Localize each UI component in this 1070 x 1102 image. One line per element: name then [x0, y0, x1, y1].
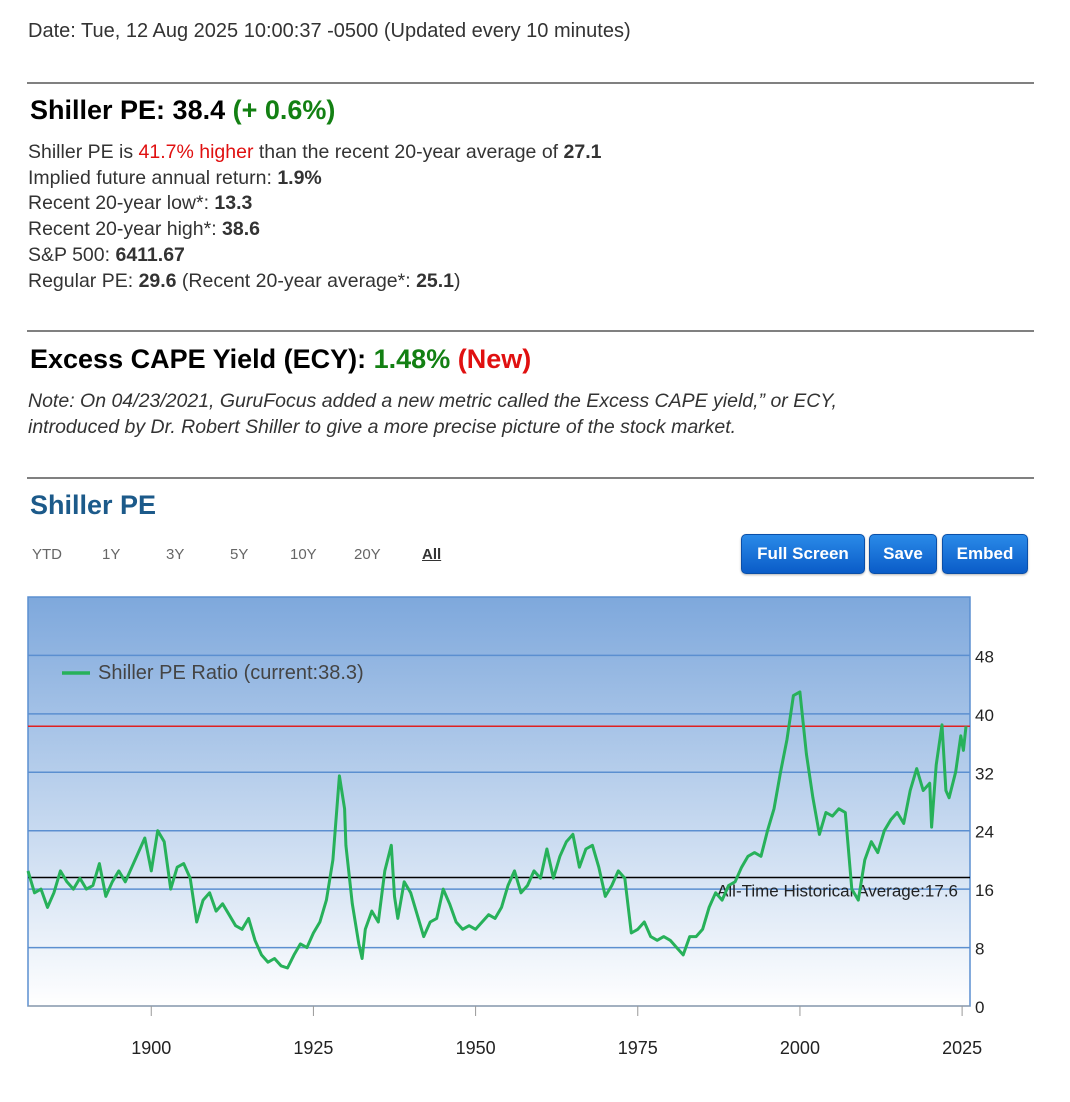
twenty-year-average: 27.1	[563, 141, 602, 163]
full-screen-button[interactable]: Full Screen	[741, 534, 865, 574]
section-divider	[27, 330, 1034, 332]
average-label: All-Time Historical Average:17.6	[717, 881, 958, 900]
y-tick-label: 16	[975, 881, 994, 900]
shiller-pe-label: Shiller PE:	[30, 95, 173, 125]
shiller-pe-change: (+ 0.6%)	[232, 95, 336, 125]
embed-button[interactable]: Embed	[942, 534, 1028, 574]
plot-area	[27, 596, 971, 1007]
ecy-heading: Excess CAPE Yield (ECY): 1.48% (New)	[30, 344, 531, 375]
stat-regular-pe: Regular PE: 29.6 (Recent 20-year average…	[28, 269, 461, 292]
x-tick-label: 1950	[456, 1038, 496, 1058]
shiller-pe-value: 38.4	[172, 95, 226, 125]
y-tick-label: 40	[975, 706, 994, 725]
y-tick-label: 24	[975, 823, 994, 842]
section-divider	[27, 477, 1034, 479]
save-button[interactable]: Save	[869, 534, 937, 574]
legend-label: Shiller PE Ratio (current:38.3)	[98, 662, 364, 684]
stat-20y-low: Recent 20-year low*: 13.3	[28, 192, 253, 215]
x-tick-label: 1925	[293, 1038, 333, 1058]
stat-sp500: S&P 500: 6411.67	[28, 243, 185, 266]
stat-vs-average: Shiller PE is 41.7% higher than the rece…	[28, 141, 602, 163]
y-tick-label: 8	[975, 940, 984, 959]
new-badge: (New)	[457, 344, 532, 374]
x-tick-label: 2025	[942, 1038, 982, 1058]
x-tick-label: 1975	[618, 1038, 658, 1058]
stat-implied-return: Implied future annual return: 1.9%	[28, 166, 322, 189]
percent-higher: 41.7% higher	[138, 141, 254, 163]
update-date-line: Date: Tue, 12 Aug 2025 10:00:37 -0500 (U…	[28, 20, 631, 42]
shiller-stats-block: Shiller PE is 41.7% higher than the rece…	[28, 140, 601, 294]
legend[interactable]: Shiller PE Ratio (current:38.3)	[62, 662, 364, 684]
stat-20y-high: Recent 20-year high*: 38.6	[28, 218, 260, 241]
x-tick-label: 1900	[131, 1038, 171, 1058]
section-divider	[27, 82, 1034, 84]
range-all[interactable]: All	[422, 546, 442, 563]
ecy-value: 1.48%	[373, 344, 451, 374]
range-ytd[interactable]: YTD	[32, 546, 62, 563]
y-tick-label: 0	[975, 998, 984, 1017]
x-tick-label: 2000	[780, 1038, 820, 1058]
chart-title: Shiller PE	[30, 490, 157, 520]
y-tick-label: 48	[975, 647, 994, 666]
ecy-label: Excess CAPE Yield (ECY):	[30, 344, 374, 374]
ecy-note: Note: On 04/23/2021, GuruFocus added a n…	[28, 390, 837, 438]
y-tick-label: 32	[975, 764, 994, 783]
range-10y[interactable]: 10Y	[290, 546, 317, 563]
range-3y[interactable]: 3Y	[166, 546, 185, 563]
range-5y[interactable]: 5Y	[230, 546, 249, 563]
series-line-shiller-pe	[26, 690, 968, 970]
range-20y[interactable]: 20Y	[354, 546, 381, 563]
range-1y[interactable]: 1Y	[102, 546, 121, 563]
shiller-pe-heading: Shiller PE: 38.4 (+ 0.6%)	[30, 95, 335, 126]
